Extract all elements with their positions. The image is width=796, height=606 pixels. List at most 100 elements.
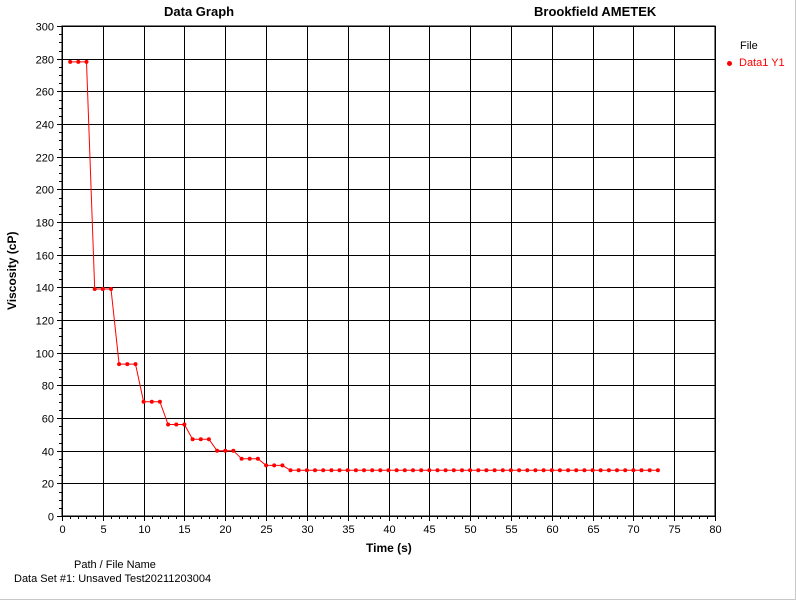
x-tick-label: 50 [464, 524, 476, 536]
data-point [623, 468, 628, 473]
x-axis-label: Time (s) [366, 541, 412, 555]
data-point [484, 468, 489, 473]
data-point [337, 468, 342, 473]
data-point [566, 468, 571, 473]
data-point [508, 468, 513, 473]
legend-label: Data1 Y1 [739, 57, 785, 69]
y-tick-label: 180 [36, 218, 54, 230]
data-point [598, 468, 603, 473]
data-point [402, 468, 407, 473]
x-tick-label: 25 [260, 524, 272, 536]
data-point [574, 468, 579, 473]
data-point [533, 468, 538, 473]
data-point [427, 468, 432, 473]
data-point [655, 468, 660, 473]
data-point [362, 468, 366, 473]
y-tick-label: 120 [36, 316, 54, 328]
data-point [631, 468, 636, 473]
data-point [557, 468, 562, 473]
data-point [304, 468, 309, 473]
data-series [68, 59, 660, 473]
axis-ticks [57, 26, 716, 521]
y-axis-label: Viscosity (cP) [5, 231, 19, 310]
data-point [255, 456, 260, 461]
y-tick-label: 140 [36, 283, 54, 295]
x-tick-label: 0 [59, 524, 65, 536]
y-tick-label: 300 [36, 22, 54, 34]
x-tick-label: 20 [219, 524, 231, 536]
tick-labels: 0 5 10 15 20 25 30 35 40 45 50 55 60 65 70 75 80 0 20 40 60 8… [36, 22, 722, 537]
data-point [639, 468, 644, 473]
data-point [419, 468, 424, 473]
data-point [345, 468, 350, 473]
data-point [525, 468, 530, 473]
grid-lines [61, 25, 716, 517]
data-point [329, 468, 334, 473]
data-point [386, 468, 391, 473]
x-tick-label: 60 [546, 524, 558, 536]
data-point [182, 422, 187, 427]
data-point [174, 422, 179, 427]
y-tick-label: 260 [36, 87, 54, 99]
data-point [223, 448, 228, 453]
y-tick-label: 60 [42, 414, 54, 426]
x-tick-label: 10 [138, 524, 150, 536]
data-point [206, 437, 211, 442]
legend-title: File [740, 40, 758, 52]
y-tick-label: 160 [36, 251, 54, 263]
data-point [190, 437, 195, 442]
y-tick-label: 200 [36, 185, 54, 197]
x-tick-label: 30 [301, 524, 313, 536]
data-point [321, 468, 326, 473]
data-point [435, 468, 440, 473]
data-point [100, 287, 105, 291]
x-tick-label: 70 [627, 524, 639, 536]
data-point [84, 59, 89, 64]
data-point [615, 468, 619, 473]
plot-border [61, 25, 716, 517]
x-tick-label: 75 [668, 524, 680, 536]
x-tick-label: 35 [342, 524, 354, 536]
data-point [443, 468, 448, 473]
y-tick-label: 100 [36, 349, 54, 361]
x-tick-label: 40 [383, 524, 395, 536]
y-tick-label: 40 [42, 447, 54, 459]
data-point [590, 468, 595, 473]
data-point [166, 422, 171, 427]
data-point [541, 468, 546, 473]
data-point [149, 399, 154, 404]
y-tick-label: 220 [36, 153, 54, 165]
series-line [70, 61, 658, 471]
data-point [272, 463, 277, 468]
x-tick-label: 5 [100, 524, 106, 536]
data-point [411, 468, 415, 473]
data-point [157, 399, 162, 404]
legend-marker-icon [727, 60, 732, 66]
data-point [231, 448, 236, 453]
x-tick-label: 65 [587, 524, 599, 536]
data-point [264, 463, 269, 468]
y-tick-label: 280 [36, 55, 54, 67]
data-point [476, 468, 481, 473]
data-point [76, 59, 81, 64]
brand-title: Brookfield AMETEK [534, 4, 657, 19]
legend-item-data1[interactable]: Data1 Y1 [727, 57, 785, 69]
y-tick-label: 0 [48, 512, 54, 524]
path-file-name-label: Path / File Name [74, 559, 156, 571]
data-point [370, 468, 375, 473]
data-point [133, 362, 138, 367]
chart-title: Data Graph [164, 4, 235, 19]
y-tick-label: 20 [42, 479, 54, 491]
data-point [451, 468, 456, 473]
x-tick-label: 45 [423, 524, 435, 536]
dataset-label: Data Set #1: Unsaved Test20211203004 [14, 573, 212, 585]
x-tick-label: 15 [178, 524, 190, 536]
data-point [492, 468, 497, 473]
data-point [215, 448, 220, 453]
data-point [239, 456, 244, 461]
data-point [92, 287, 97, 291]
x-tick-label: 55 [505, 524, 517, 536]
y-tick-label: 80 [42, 381, 54, 393]
data-point [468, 468, 473, 473]
